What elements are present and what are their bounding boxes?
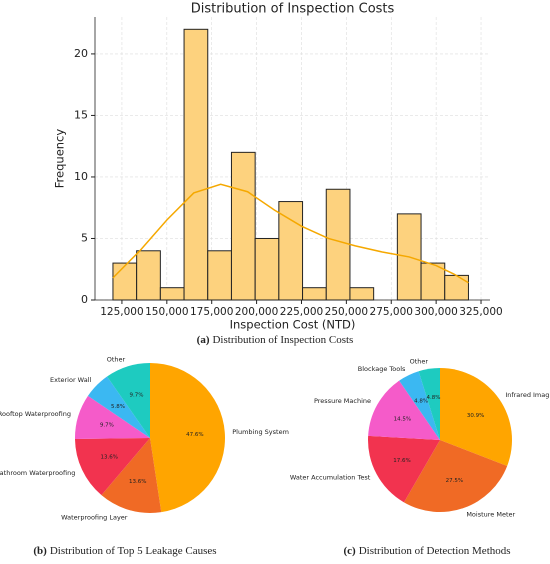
slice-label: Other (410, 358, 429, 366)
x-tick-label: 300,000 (414, 306, 457, 318)
x-tick-label: 275,000 (370, 306, 413, 318)
slice-label: Water Accumulation Test (290, 474, 371, 482)
pie-slice (101, 438, 162, 513)
slice-label: Other (107, 355, 126, 363)
x-tick-label: 125,000 (100, 306, 143, 318)
bar (136, 250, 161, 301)
bar (325, 188, 351, 301)
value-label: 47.6% (186, 432, 203, 438)
x-tick-label: 200,000 (235, 306, 278, 318)
slice-label: Pressure Machine (314, 397, 371, 405)
value-label: 4.8% (414, 399, 428, 405)
bar (230, 151, 256, 301)
chart-title: Distribution of Inspection Costs (191, 2, 395, 17)
x-tick-label: 175,000 (190, 306, 233, 318)
bar (254, 237, 280, 301)
value-label: 14.5% (394, 416, 411, 422)
y-tick-label: 10 (74, 170, 88, 183)
value-label: 13.6% (101, 455, 118, 461)
bar (183, 28, 209, 301)
value-label: 9.7% (130, 393, 144, 399)
value-label: 9.7% (100, 423, 114, 429)
x-tick-label: 150,000 (145, 306, 188, 318)
caption-text: Distribution of Inspection Costs (212, 334, 353, 346)
caption-label: (a) (197, 334, 210, 346)
pie-slice (368, 435, 440, 503)
y-tick-label: 15 (74, 108, 88, 121)
pie-slice (418, 368, 440, 440)
slice-label: Waterproofing Layer (61, 513, 128, 521)
value-label: 17.6% (393, 458, 410, 464)
slice-label: Bathroom Waterproofing (0, 469, 75, 477)
value-label: 4.8% (427, 395, 441, 401)
value-label: 13.6% (129, 479, 146, 485)
value-label: 27.5% (446, 478, 463, 484)
value-label: 30.9% (467, 413, 484, 419)
axes-frame (94, 17, 490, 301)
pie-slice (107, 363, 150, 438)
y-tick-label: 0 (81, 293, 88, 306)
pie-slice (399, 371, 440, 440)
bar (278, 201, 304, 301)
y-tick-label: 20 (74, 47, 88, 60)
bar (159, 287, 185, 301)
caption: (a) Distribution of Inspection Costs (197, 334, 354, 346)
caption-label: (b) (33, 545, 47, 557)
x-tick-label: 225,000 (280, 306, 323, 318)
pie-slice (75, 438, 150, 496)
bar (112, 262, 138, 301)
caption-label: (c) (343, 545, 356, 557)
caption: (c) Distribution of Detection Methods (343, 545, 510, 557)
bar (207, 250, 232, 301)
slice-label: Blockage Tools (358, 365, 406, 373)
value-label: 5.8% (111, 404, 125, 410)
pie-slice (368, 380, 440, 440)
bar (302, 287, 327, 301)
y-tick-label: 5 (81, 231, 88, 244)
bar (349, 287, 375, 301)
x-tick-label: 250,000 (325, 306, 368, 318)
caption-text: Distribution of Top 5 Leakage Causes (50, 545, 217, 557)
slice-label: Plumbing System (232, 428, 289, 436)
caption-text: Distribution of Detection Methods (359, 545, 511, 557)
caption: (b) Distribution of Top 5 Leakage Causes (33, 545, 216, 557)
bar (444, 274, 469, 301)
pie-slice (74, 395, 150, 439)
x-axis-label: Inspection Cost (NTD) (230, 318, 356, 332)
pie-slice (440, 368, 512, 466)
pie-slice (150, 363, 225, 513)
kde-line (112, 183, 469, 284)
slice-label: Moisture Meter (466, 511, 515, 519)
pie-slice (403, 440, 508, 512)
slice-label: Exterior Wall (50, 376, 91, 384)
x-tick-label: 325,000 (459, 306, 502, 318)
slice-label: Rooftop Waterproofing (0, 410, 71, 418)
pie-slice (87, 376, 150, 438)
y-axis-label: Frequency (53, 129, 67, 189)
slice-label: Infrared Imaging (505, 391, 550, 399)
